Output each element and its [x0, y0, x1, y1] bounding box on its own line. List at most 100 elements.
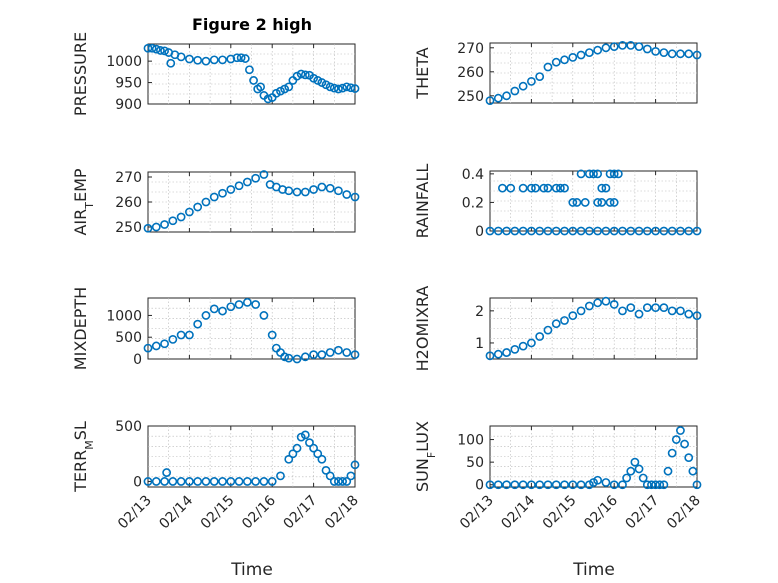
data-point: [201, 197, 211, 207]
y-tick-label: 0: [133, 352, 142, 368]
data-point: [609, 198, 619, 207]
data-point: [634, 464, 644, 474]
data-point: [334, 186, 343, 196]
y-axis-label-rainfall: RAINFALL: [413, 164, 432, 239]
data-point: [176, 52, 186, 62]
data-point: [226, 185, 236, 194]
data-point: [168, 477, 178, 486]
data-point: [651, 47, 660, 56]
data-point: [263, 94, 273, 104]
data-point: [350, 460, 360, 470]
data-point: [667, 49, 677, 59]
data-point: [502, 480, 511, 490]
data-point: [160, 477, 169, 486]
data-point: [618, 226, 627, 236]
data-point: [676, 426, 685, 435]
x-tick-label: 02/16: [239, 492, 279, 532]
data-point: [527, 77, 536, 86]
panel-airtemp: 250 260 270 AIRTEMP: [71, 168, 360, 236]
figure-title: Figure 2 high: [192, 15, 312, 34]
series-rainfall: [485, 169, 702, 236]
data-point: [284, 454, 294, 464]
data-point: [618, 480, 627, 490]
data-point: [560, 183, 569, 193]
y-tick-label: 0: [133, 474, 142, 490]
data-point: [510, 86, 520, 96]
y-tick-label: 1000: [106, 308, 142, 324]
data-point: [659, 48, 669, 57]
data-point: [580, 198, 590, 207]
data-point: [527, 338, 536, 348]
data-point: [609, 42, 619, 51]
panel-rainfall: 0 0.2 0.4 RAINFALL: [413, 164, 702, 240]
data-point: [601, 226, 611, 236]
series-mixdepth: [143, 297, 360, 364]
data-point: [201, 477, 211, 486]
data-point: [535, 72, 545, 81]
data-point: [325, 471, 335, 481]
data-point: [313, 449, 323, 459]
data-point: [280, 352, 290, 362]
data-point: [684, 453, 694, 463]
x-axis-label-right: Time: [572, 560, 615, 580]
data-point: [300, 187, 310, 197]
data-point: [493, 93, 503, 103]
data-point: [166, 58, 176, 68]
data-point: [236, 53, 246, 63]
data-point: [242, 177, 252, 187]
data-point: [176, 330, 186, 340]
data-point: [284, 82, 294, 92]
y-tick-label: 900: [115, 97, 142, 113]
data-point: [551, 226, 561, 236]
data-point: [543, 226, 553, 236]
data-point: [234, 300, 244, 309]
data-point: [510, 480, 520, 490]
data-point: [309, 443, 318, 453]
y-tick-label: 0: [475, 224, 484, 240]
data-point: [609, 480, 619, 490]
y-axis-label-theta: THETA: [413, 47, 432, 99]
x-tick-label: 02/13: [457, 493, 497, 533]
data-point: [634, 42, 644, 51]
data-point: [684, 309, 694, 319]
data-point: [151, 341, 161, 351]
series-pressure: [143, 43, 360, 104]
data-point: [535, 226, 545, 236]
data-point: [626, 41, 636, 50]
data-point: [502, 91, 511, 101]
data-point: [493, 226, 503, 236]
data-point: [218, 188, 227, 198]
data-point: [622, 473, 632, 483]
data-point: [576, 306, 586, 316]
y-tick-label: 0: [475, 478, 484, 494]
x-tick-label: 02/17: [281, 493, 321, 533]
data-point: [184, 207, 194, 217]
data-point: [626, 303, 636, 313]
data-point: [284, 353, 294, 363]
data-point: [485, 480, 495, 490]
data-point: [531, 183, 540, 193]
data-point: [647, 480, 656, 490]
data-point: [601, 183, 611, 193]
data-point: [618, 41, 627, 50]
data-point: [334, 477, 343, 486]
data-point: [242, 297, 252, 307]
y-tick-label: 50: [466, 455, 484, 471]
data-point: [317, 182, 327, 192]
data-point: [560, 316, 569, 325]
data-point: [551, 183, 561, 193]
data-point: [329, 477, 339, 486]
y-tick-label: 500: [115, 330, 142, 346]
data-point: [676, 306, 685, 316]
data-point: [346, 471, 356, 481]
y-tick-label: 100: [457, 433, 484, 449]
data-point: [493, 349, 503, 359]
data-point: [193, 202, 203, 212]
y-axis-label-mixdepth: MIXDEPTH: [71, 287, 90, 370]
data-point: [651, 303, 660, 313]
data-point: [618, 306, 627, 316]
data-point: [543, 325, 553, 335]
data-point: [568, 480, 578, 490]
data-point: [147, 43, 157, 53]
